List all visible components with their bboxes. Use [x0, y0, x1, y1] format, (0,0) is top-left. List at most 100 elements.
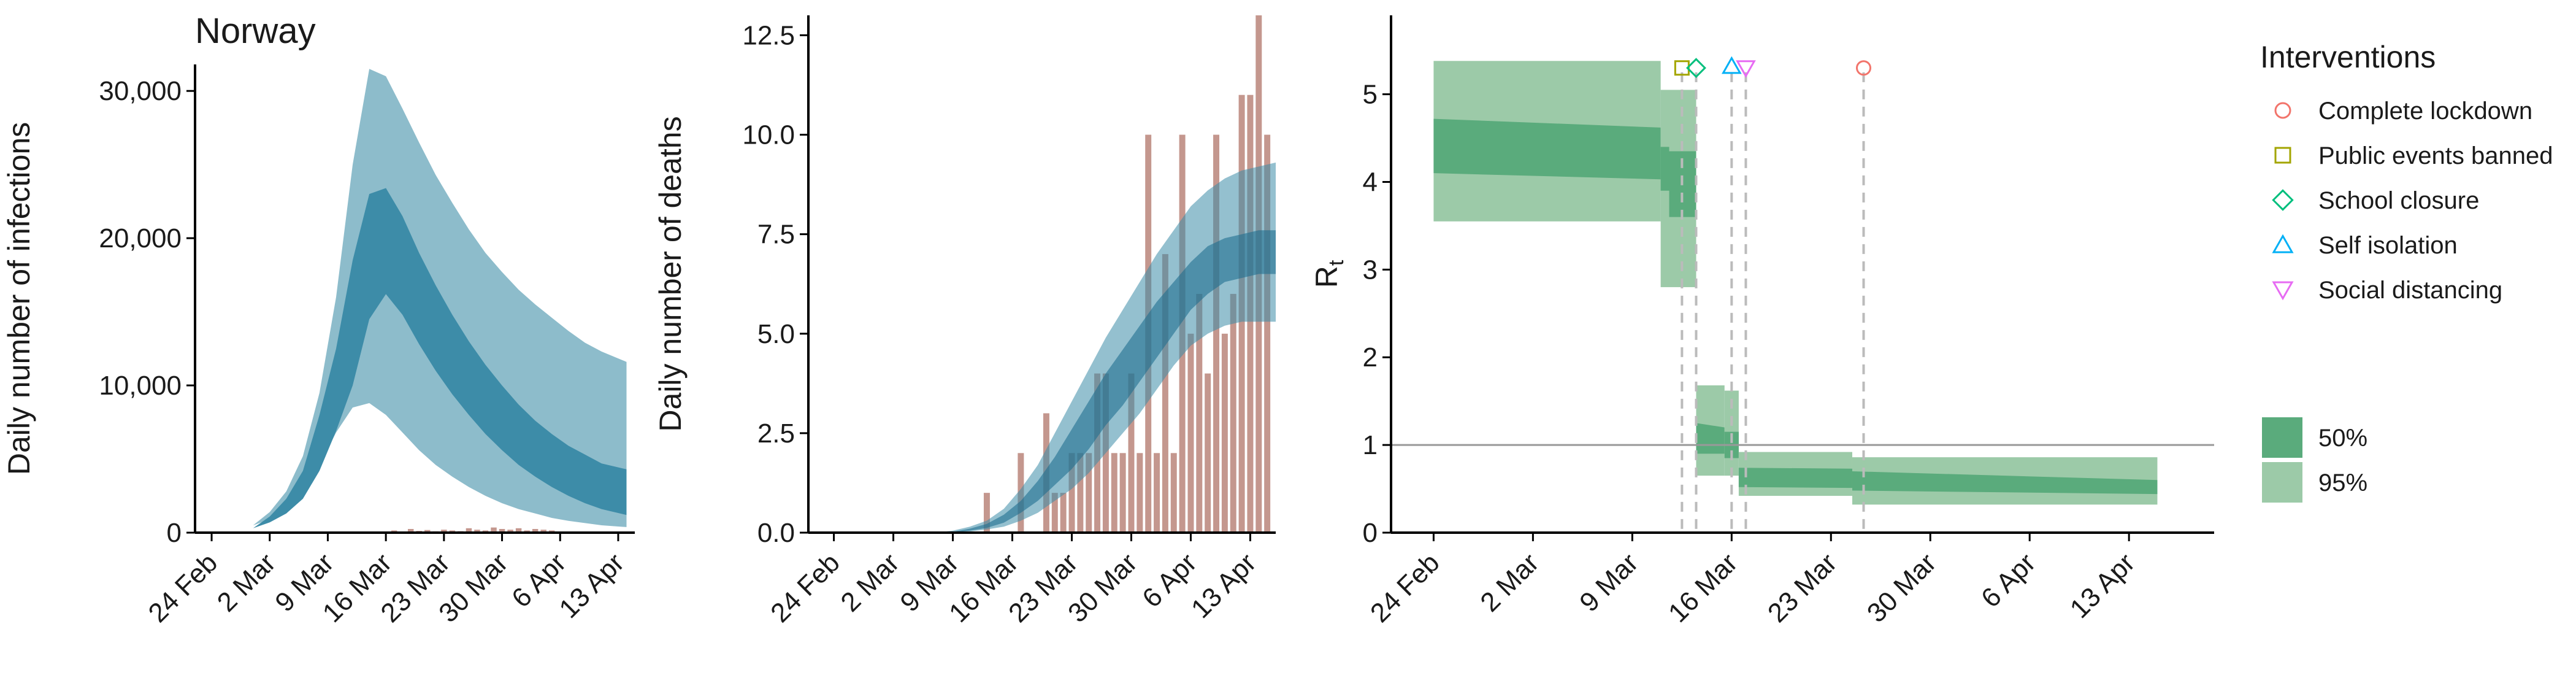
y-tick-label: 2.5 [757, 419, 795, 449]
intervention-marker [1736, 60, 1756, 78]
death-bar [1264, 134, 1271, 533]
intervention-marker [1721, 56, 1742, 74]
legend-label: Social distancing [2318, 277, 2502, 304]
legend-label: Public events banned [2318, 142, 2553, 169]
case-bar [540, 530, 546, 533]
x-tick-label: 24 Feb [765, 547, 846, 628]
death-bar [1137, 453, 1143, 533]
x-tick-label: 13 Apr [1186, 547, 1262, 624]
x-tick-label: 16 Mar [1663, 547, 1743, 628]
x-tick-label: 9 Mar [1574, 547, 1644, 617]
death-bar [1119, 453, 1126, 533]
legend-symbol [2272, 281, 2294, 301]
y-tick-label: 0 [1363, 518, 1378, 548]
y-axis-label-subscript: t [1325, 260, 1348, 266]
death-bar [1162, 254, 1168, 533]
legend-label: 95% [2318, 469, 2367, 496]
chart-title: Norway [195, 11, 316, 51]
y-tick-label: 30,000 [99, 76, 182, 106]
case-bar [466, 528, 472, 533]
legend-label: Complete lockdown [2318, 98, 2532, 125]
x-tick-label: 30 Mar [1062, 547, 1143, 628]
legend-label: Self isolation [2318, 232, 2458, 259]
death-bar [1051, 493, 1058, 533]
case-bar [408, 529, 414, 533]
case-bar [515, 528, 522, 533]
rt-ci50-band [1433, 118, 1661, 180]
legend-label: School closure [2318, 187, 2479, 214]
x-tick-label: 2 Mar [212, 547, 282, 617]
death-bar [1154, 453, 1160, 533]
x-tick-label: 6 Apr [1976, 547, 2041, 613]
legend-title: Interventions [2260, 40, 2436, 74]
case-bar [491, 527, 497, 533]
y-axis-label: Daily number of deaths [653, 116, 688, 431]
rt-ci50-band [1696, 423, 1725, 454]
death-bar [1187, 333, 1194, 533]
legend: Interventions Complete lockdown Public eve… [2260, 40, 2553, 503]
x-tick-label: 24 Feb [1365, 547, 1446, 628]
x-tick-label: 13 Apr [553, 547, 630, 624]
death-bar [1102, 373, 1109, 533]
rt-ci50-band [1738, 468, 1852, 488]
x-tick-label: 2 Mar [1474, 547, 1544, 617]
ci50-band [212, 188, 627, 528]
legend-symbol [2272, 234, 2294, 253]
death-bar [1230, 293, 1236, 533]
legend-swatch [2262, 462, 2302, 503]
y-tick-label: 10.0 [742, 120, 795, 150]
case-bar [532, 529, 539, 533]
death-bar [1086, 453, 1092, 533]
legend-symbol [2274, 102, 2291, 119]
rt-ci50-band [1852, 471, 2158, 495]
ci50-band [834, 230, 1276, 533]
y-tick-label: 4 [1363, 167, 1378, 197]
legend-symbol [2272, 189, 2294, 211]
death-bar [1221, 333, 1228, 533]
case-bar [441, 530, 447, 533]
legend-swatch [2262, 417, 2302, 458]
x-tick-label: 13 Apr [2064, 547, 2141, 624]
x-tick-label: 2 Mar [835, 547, 905, 617]
y-tick-label: 10,000 [99, 371, 182, 401]
case-bar [474, 530, 480, 533]
rt-ci50-band [1660, 147, 1669, 191]
y-tick-label: 0 [167, 518, 182, 548]
x-tick-label: 30 Mar [1861, 547, 1942, 628]
y-tick-label: 7.5 [757, 220, 795, 250]
death-bar [1205, 373, 1211, 533]
y-axis-label: Daily number of infections [2, 122, 36, 475]
death-bar [1077, 453, 1084, 533]
ci95-band [834, 162, 1276, 533]
legend-symbol [2274, 147, 2291, 164]
x-tick-label: 24 Feb [143, 547, 224, 628]
y-tick-label: 1 [1363, 430, 1378, 460]
x-tick-label: 23 Mar [1762, 547, 1842, 628]
y-tick-label: 20,000 [99, 223, 182, 253]
y-tick-label: 0.0 [757, 518, 795, 548]
y-tick-label: 5 [1363, 80, 1378, 110]
death-bar [1060, 493, 1067, 533]
y-axis-label-main: R [1309, 266, 1344, 288]
death-bar [1068, 453, 1075, 533]
case-bar [507, 530, 513, 533]
y-axis-label: Rt [1309, 260, 1348, 288]
intervention-marker [1686, 58, 1706, 79]
y-tick-label: 5.0 [757, 319, 795, 349]
death-bar [1111, 453, 1117, 533]
intervention-marker [1855, 60, 1871, 76]
y-tick-label: 2 [1363, 342, 1378, 372]
death-bar [1196, 293, 1203, 533]
y-tick-label: 3 [1363, 255, 1378, 285]
case-bar [499, 529, 505, 533]
case-bar [424, 530, 431, 533]
rt-panel: 0 1 2 3 4 5 24 Feb 2 Mar 9 Mar 16 Mar 23 Mar 30 Mar… [1309, 15, 2214, 628]
legend-label: 50% [2318, 425, 2367, 452]
death-bar [1170, 453, 1177, 533]
death-bar [1213, 134, 1220, 533]
death-bar [1128, 373, 1135, 533]
y-tick-label: 12.5 [742, 20, 795, 50]
